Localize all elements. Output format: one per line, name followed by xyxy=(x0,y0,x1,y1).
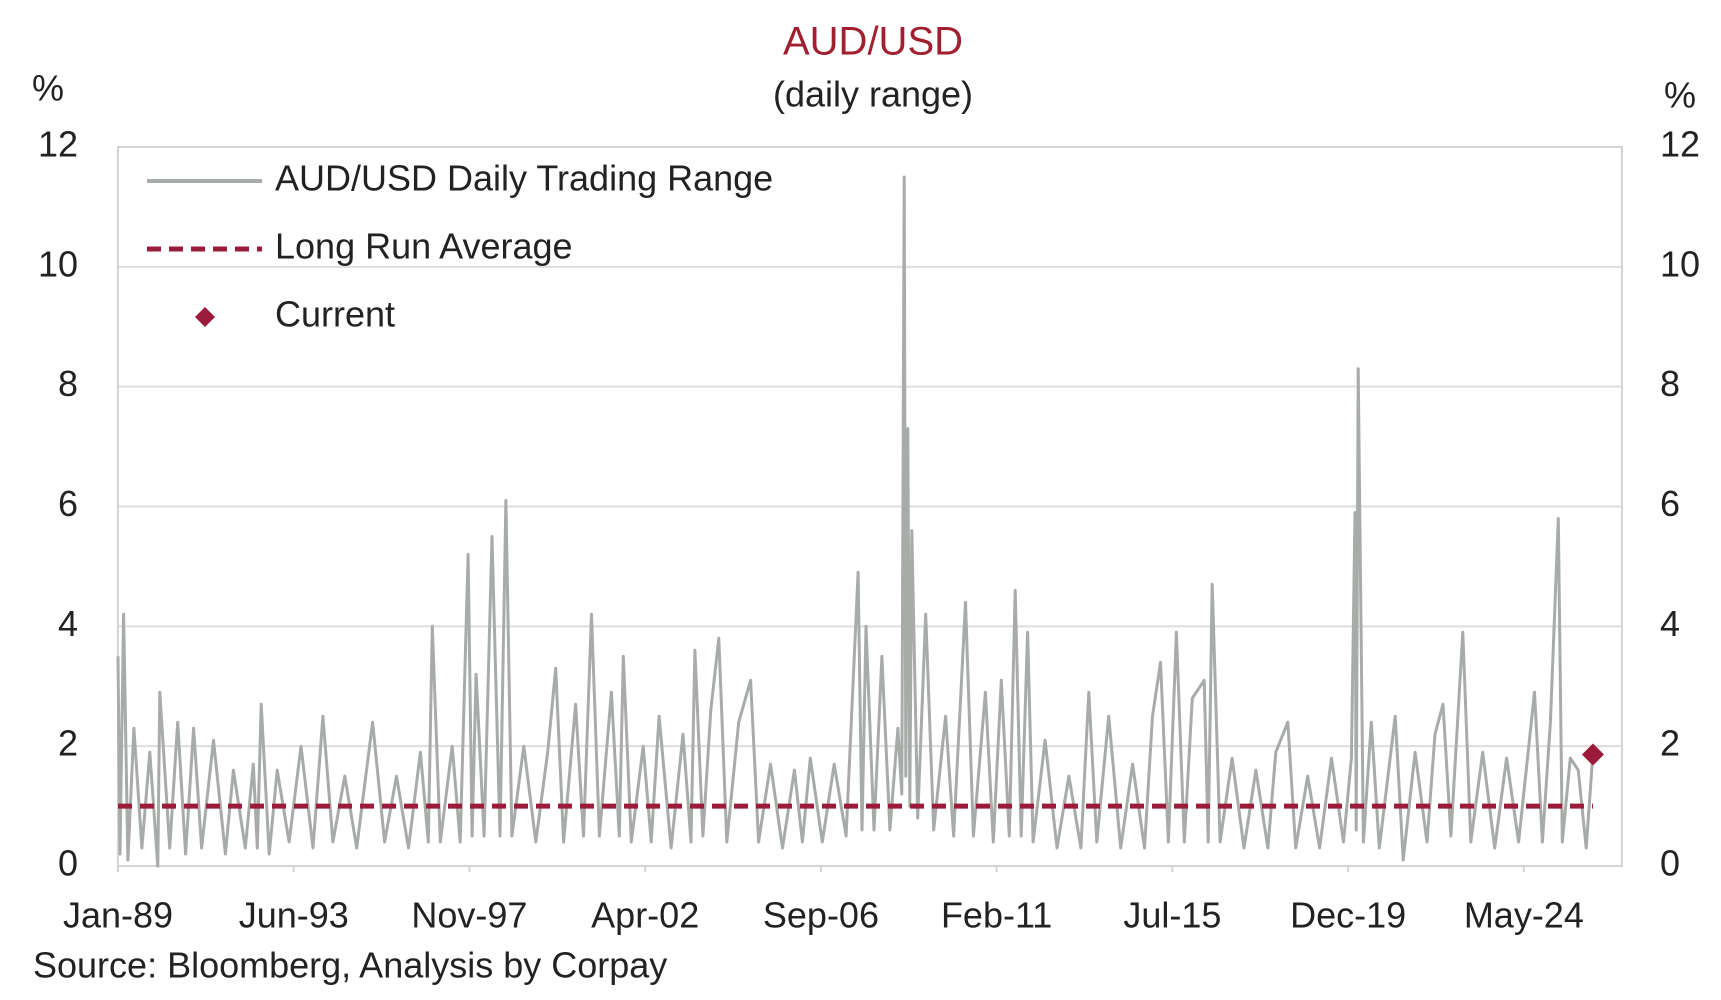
x-tick-label: Feb-11 xyxy=(941,895,1052,936)
y2-tick-label: 6 xyxy=(1660,483,1680,524)
y-tick-label: 12 xyxy=(38,124,78,165)
x-tick-label: Jan-89 xyxy=(63,895,173,936)
y2-tick-label: 0 xyxy=(1660,843,1680,884)
x-tick-label: Sep-06 xyxy=(763,895,879,936)
y-tick-label: 8 xyxy=(58,363,78,404)
y2-tick-label: 12 xyxy=(1660,124,1700,165)
legend-label: Long Run Average xyxy=(275,226,573,267)
x-tick-label: Dec-19 xyxy=(1290,895,1406,936)
y2-tick-label: 2 xyxy=(1660,723,1680,764)
chart-title: AUD/USD xyxy=(783,20,963,64)
y-tick-label: 0 xyxy=(58,843,78,884)
y2-tick-label: 4 xyxy=(1660,603,1680,644)
x-tick-label: Jun-93 xyxy=(239,895,349,936)
source-note: Source: Bloomberg, Analysis by Corpay xyxy=(33,945,667,986)
x-tick-label: Jul-15 xyxy=(1123,895,1221,936)
chart-subtitle: (daily range) xyxy=(773,74,973,115)
y2-tick-label: 8 xyxy=(1660,363,1680,404)
x-tick-label: Nov-97 xyxy=(411,895,527,936)
y-tick-label: 2 xyxy=(58,723,78,764)
legend-label: Current xyxy=(275,294,395,335)
x-tick-label: Apr-02 xyxy=(591,895,699,936)
y2-tick-label: 10 xyxy=(1660,243,1700,284)
x-tick-label: May-24 xyxy=(1464,895,1584,936)
legend-label: AUD/USD Daily Trading Range xyxy=(275,158,773,199)
y-axis-label: % xyxy=(32,68,64,109)
y-tick-label: 6 xyxy=(58,483,78,524)
y2-axis-label: % xyxy=(1664,75,1696,116)
plot-frame xyxy=(117,146,1623,867)
legend-swatch xyxy=(195,307,215,327)
range-line xyxy=(116,175,1595,868)
y-tick-label: 4 xyxy=(58,603,78,644)
current-marker xyxy=(1581,743,1604,766)
y-tick-label: 10 xyxy=(38,243,78,284)
